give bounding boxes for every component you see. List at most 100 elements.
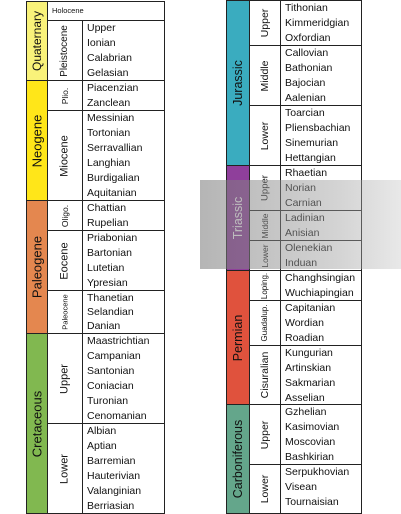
stage-name: Priabonian [87,232,138,244]
stages-middle-jurassic: Callovian Bathonian Bajocian Aalenian [280,45,362,106]
stage-name: Serpukhovian [285,466,350,478]
stage-name: Tournaisian [285,496,339,508]
stage-name: Callovian [285,47,329,59]
stages-lower-cretaceous: Albian Aptian Barremian Hauterivian Vala… [82,423,165,514]
epoch-cisuralian: Cisuralian [249,345,281,405]
epoch-label: Middle [258,60,271,91]
epoch-label: Upper [259,175,271,201]
stage-name: Norian [285,182,316,194]
epoch-label: Lower [58,453,71,484]
epoch-holocene: Holocene [47,1,165,21]
stage-name: Wordian [285,317,324,329]
stage-name: Kungurian [285,347,333,359]
stage-name: Visean [285,481,317,493]
epoch-label: Middle [259,212,270,239]
stage-name: Ladinian [285,212,325,224]
stage-name: Anisian [285,227,320,239]
stage-name: Valanginian [87,485,142,497]
stage-name: Wuchiapingian [285,287,354,299]
stage-name: Bathonian [285,62,333,74]
stage-name: Toarcian [285,107,325,119]
stages-lower-triassic: Olenekian Induan [280,240,362,271]
stage-name: Rupelian [87,217,129,229]
stage-name: Bashkirian [285,451,335,463]
stage-name: Oxfordian [285,32,331,44]
epoch-label: Lower [258,121,271,150]
stage-name: Moscovian [285,436,336,448]
stage-name: Campanian [87,350,141,362]
stage-name: Gzhelian [285,406,327,418]
stage-name: Aalenian [285,92,326,104]
stage-name: Carnian [285,197,322,209]
period-label: Carboniferous [230,419,245,499]
epoch-label: Upper [58,363,71,394]
epoch-middle-triassic: Middle [249,210,281,241]
epoch-label: Oligo. [59,204,70,227]
stages-cisuralian: Kungurian Artinskian Sakmarian Asselian [280,345,362,405]
period-label: Paleogene [29,235,45,299]
epoch-lower-cretaceous: Lower [47,423,83,514]
stage-name: Calabrian [87,52,132,64]
stage-name: Kimmeridgian [285,17,350,29]
period-label: Neogene [29,114,45,167]
epoch-eocene: Eocene [47,230,83,291]
stage-name: Hettangian [285,152,336,164]
stage-name: Ypresian [87,277,128,289]
stages-paleocene: Thanetian Selandian Danian [82,290,165,334]
stage-name: Aquitanian [87,187,137,199]
epoch-lopingian: Loping. [249,270,281,301]
stage-name: Aptian [87,440,117,452]
epoch-lower-triassic: Lower [249,240,281,271]
epoch-label: Guadalup. [260,304,269,342]
epoch-paleocene: Paleocene [47,290,83,334]
stages-oligocene: Chattian Rupelian [82,200,165,231]
stage-name: Chattian [87,202,127,214]
epoch-upper-jurassic: Upper [249,0,281,46]
stages-upper-triassic: Rhaetian Norian Carnian [280,165,362,211]
stage-name: Thanetian [87,292,134,304]
stage-name: Sakmarian [285,377,336,389]
period-carboniferous: Carboniferous [226,404,250,514]
stage-name: Gelasian [87,67,129,79]
stage-name: Asselian [285,392,325,404]
stage-name: Ionian [87,37,116,49]
stage-name: Rhaetian [285,167,328,179]
stage-name: Cenomanian [87,410,147,422]
stage-name: Piacenzian [87,82,139,94]
stages-lopingian: Changhsingian Wuchiapingian [280,270,362,301]
period-jurassic: Jurassic [226,0,250,166]
stages-pliocene: Piacenzian Zanclean [82,80,165,111]
period-label: Cretaceous [29,390,45,457]
stage-name: Induan [285,257,318,269]
stages-eocene: Priabonian Bartonian Lutetian Ypresian [82,230,165,291]
period-label: Quaternary [30,10,44,72]
stage-name: Sinemurian [285,137,339,149]
stage-name: Zanclean [87,97,131,109]
epoch-lower-carboniferous: Lower [249,464,281,514]
stage-name: Tithonian [285,2,328,14]
period-quaternary: Quaternary [26,1,48,81]
stage-name: Langhian [87,157,131,169]
stage-name: Berriasian [87,500,135,512]
epoch-middle-jurassic: Middle [249,45,281,106]
epoch-label: Plio. [59,87,70,104]
epoch-label: Holocene [52,6,84,15]
stages-guadalupian: Capitanian Wordian Roadian [280,300,362,346]
epoch-oligocene: Oligo. [47,200,83,231]
epoch-label: Eocene [58,241,71,280]
stages-upper-carboniferous: Gzhelian Kasimovian Moscovian Bashkirian [280,404,362,465]
stage-name: Danian [87,320,121,332]
stages-middle-triassic: Ladinian Anisian [280,210,362,241]
stage-name: Selandian [87,306,134,318]
epoch-label: Upper [258,8,271,38]
right-chart-column: Jurassic Triassic Permian Carboniferous … [226,0,362,514]
epoch-guadalupian: Guadalup. [249,300,281,346]
epoch-miocene: Miocene [47,110,83,201]
epoch-pleistocene: Pleistocene [47,20,83,81]
stage-name: Tortonian [87,127,131,139]
epoch-label: Loping. [260,272,269,299]
stages-upper-jurassic: Tithonian Kimmeridgian Oxfordian [280,0,362,46]
epoch-upper-cretaceous: Upper [47,333,83,424]
stage-name: Changhsingian [285,272,356,284]
period-cretaceous: Cretaceous [26,333,48,514]
